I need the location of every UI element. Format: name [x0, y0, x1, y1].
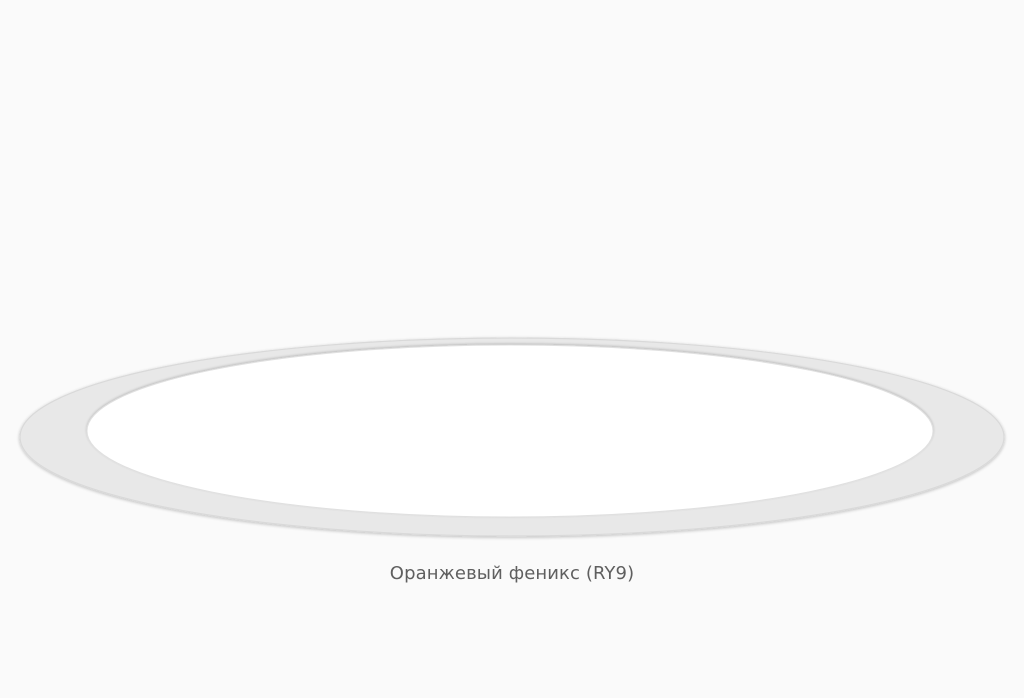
product-name: Оранжевый феникс (RY9) [389, 563, 635, 584]
plate-center [86, 344, 934, 518]
